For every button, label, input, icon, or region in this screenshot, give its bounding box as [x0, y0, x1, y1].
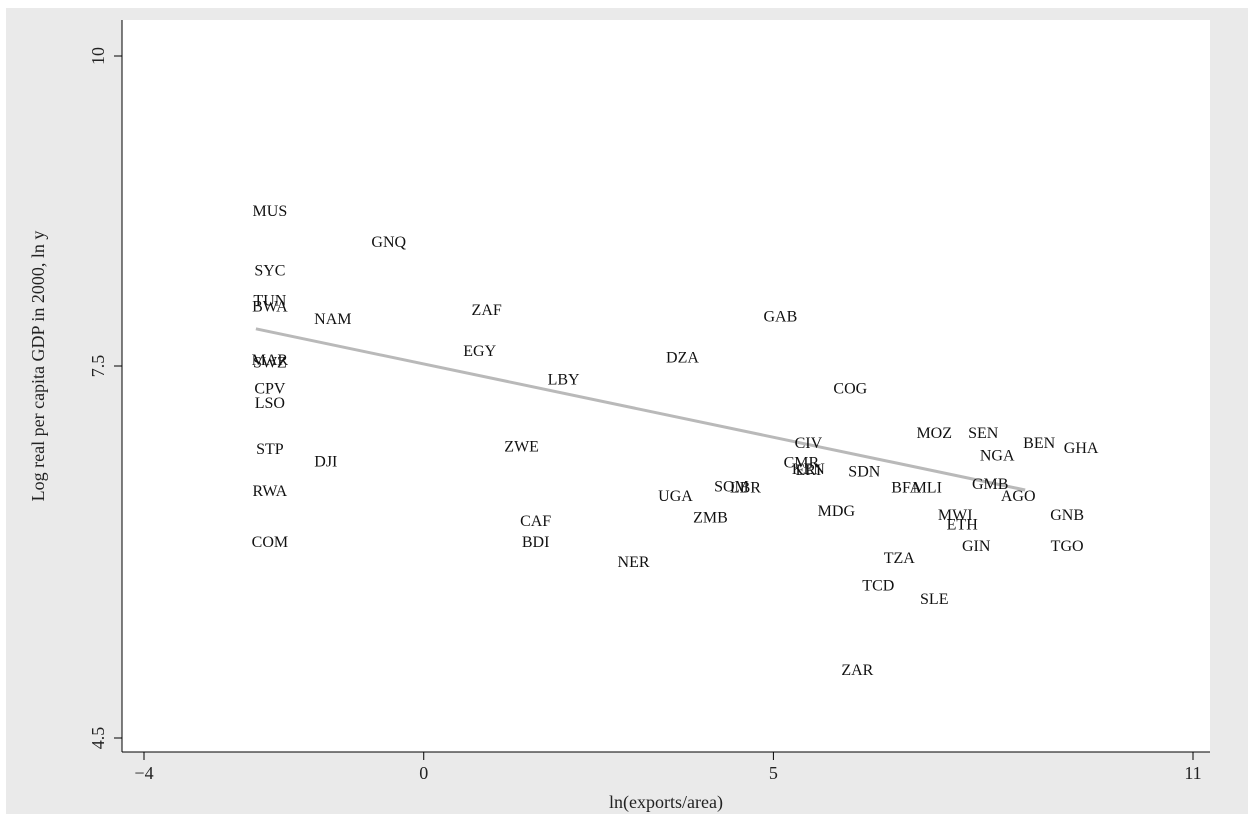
point-label-gha: GHA [1064, 440, 1099, 457]
point-label-com: COM [252, 534, 288, 551]
point-label-mdg: MDG [818, 503, 856, 520]
point-label-cog: COG [833, 380, 867, 397]
point-label-lbr: LBR [730, 480, 761, 497]
point-label-dza: DZA [666, 349, 699, 366]
y-tick-label: 7.5 [88, 355, 108, 378]
point-label-ben: BEN [1023, 435, 1055, 452]
point-label-sle: SLE [920, 591, 948, 608]
point-label-zar: ZAR [841, 662, 873, 679]
point-label-tgo: TGO [1051, 538, 1084, 555]
point-label-bwa: BWA [252, 298, 288, 315]
point-label-tun: TUN [253, 292, 286, 309]
point-label-gin: GIN [962, 538, 991, 555]
x-tick-label: 11 [1184, 763, 1201, 783]
x-tick-label: 0 [419, 763, 428, 783]
point-label-gnq: GNQ [371, 234, 406, 251]
point-label-mar: MAR [252, 352, 289, 369]
point-label-zmb: ZMB [693, 509, 728, 526]
point-label-mli: MLI [913, 480, 942, 497]
point-label-lby: LBY [548, 372, 580, 389]
point-label-tza: TZA [884, 550, 916, 567]
point-label-lso: LSO [255, 395, 285, 412]
chart-frame: −4 0 5 11 4.5 7.5 10 MUS GNQ SYC TUN BWA NAM ZAF GAB… [6, 8, 1248, 814]
plot-area [122, 20, 1210, 752]
x-tick-label: 5 [769, 763, 778, 783]
point-label-dji: DJI [314, 453, 337, 470]
point-label-eth: ETH [947, 517, 979, 534]
point-label-rwa: RWA [253, 483, 288, 500]
point-label-cmr: CMR [784, 455, 820, 472]
point-label-sen: SEN [968, 425, 999, 442]
point-label-mus: MUS [253, 203, 288, 220]
point-label-gmb: GMB [972, 476, 1008, 493]
y-tick-label: 4.5 [88, 727, 108, 750]
point-label-gab: GAB [764, 308, 798, 325]
point-label-syc: SYC [254, 263, 285, 280]
y-axis-title: Log real per capita GDP in 2000, ln y [28, 231, 48, 502]
y-ticks: 4.5 7.5 10 [88, 47, 122, 749]
point-label-civ: CIV [795, 435, 823, 452]
point-label-stp: STP [256, 441, 284, 458]
point-label-ner: NER [618, 554, 650, 571]
point-label-cpv: CPV [254, 380, 286, 397]
x-axis-title: ln(exports/area) [609, 792, 723, 813]
point-label-gnb: GNB [1050, 507, 1084, 524]
point-label-moz: MOZ [916, 425, 952, 442]
point-label-nam: NAM [314, 311, 351, 328]
y-tick-label: 10 [88, 47, 108, 65]
point-label-bfa: BFA [891, 480, 921, 497]
point-label-mwi: MWI [938, 507, 973, 524]
point-label-bdi: BDI [522, 534, 550, 551]
point-label-som: SOM [714, 478, 749, 495]
point-label-sdn: SDN [848, 463, 880, 480]
point-label-ago: AGO [1001, 488, 1036, 505]
point-label-zaf: ZAF [472, 302, 502, 319]
point-label-uga: UGA [658, 488, 693, 505]
point-label-caf: CAF [520, 513, 551, 530]
fit-line [255, 327, 1026, 492]
point-label-egy: EGY [463, 343, 496, 360]
point-label-ken: KEN [792, 461, 825, 478]
point-label-tcd: TCD [862, 577, 894, 594]
point-label-nga: NGA [980, 447, 1015, 464]
point-label-swz: SWZ [253, 354, 287, 371]
x-tick-label: −4 [134, 763, 153, 783]
x-ticks: −4 0 5 11 [134, 752, 1202, 783]
point-label-eri: ERI [795, 462, 821, 479]
point-label-zwe: ZWE [504, 439, 539, 456]
